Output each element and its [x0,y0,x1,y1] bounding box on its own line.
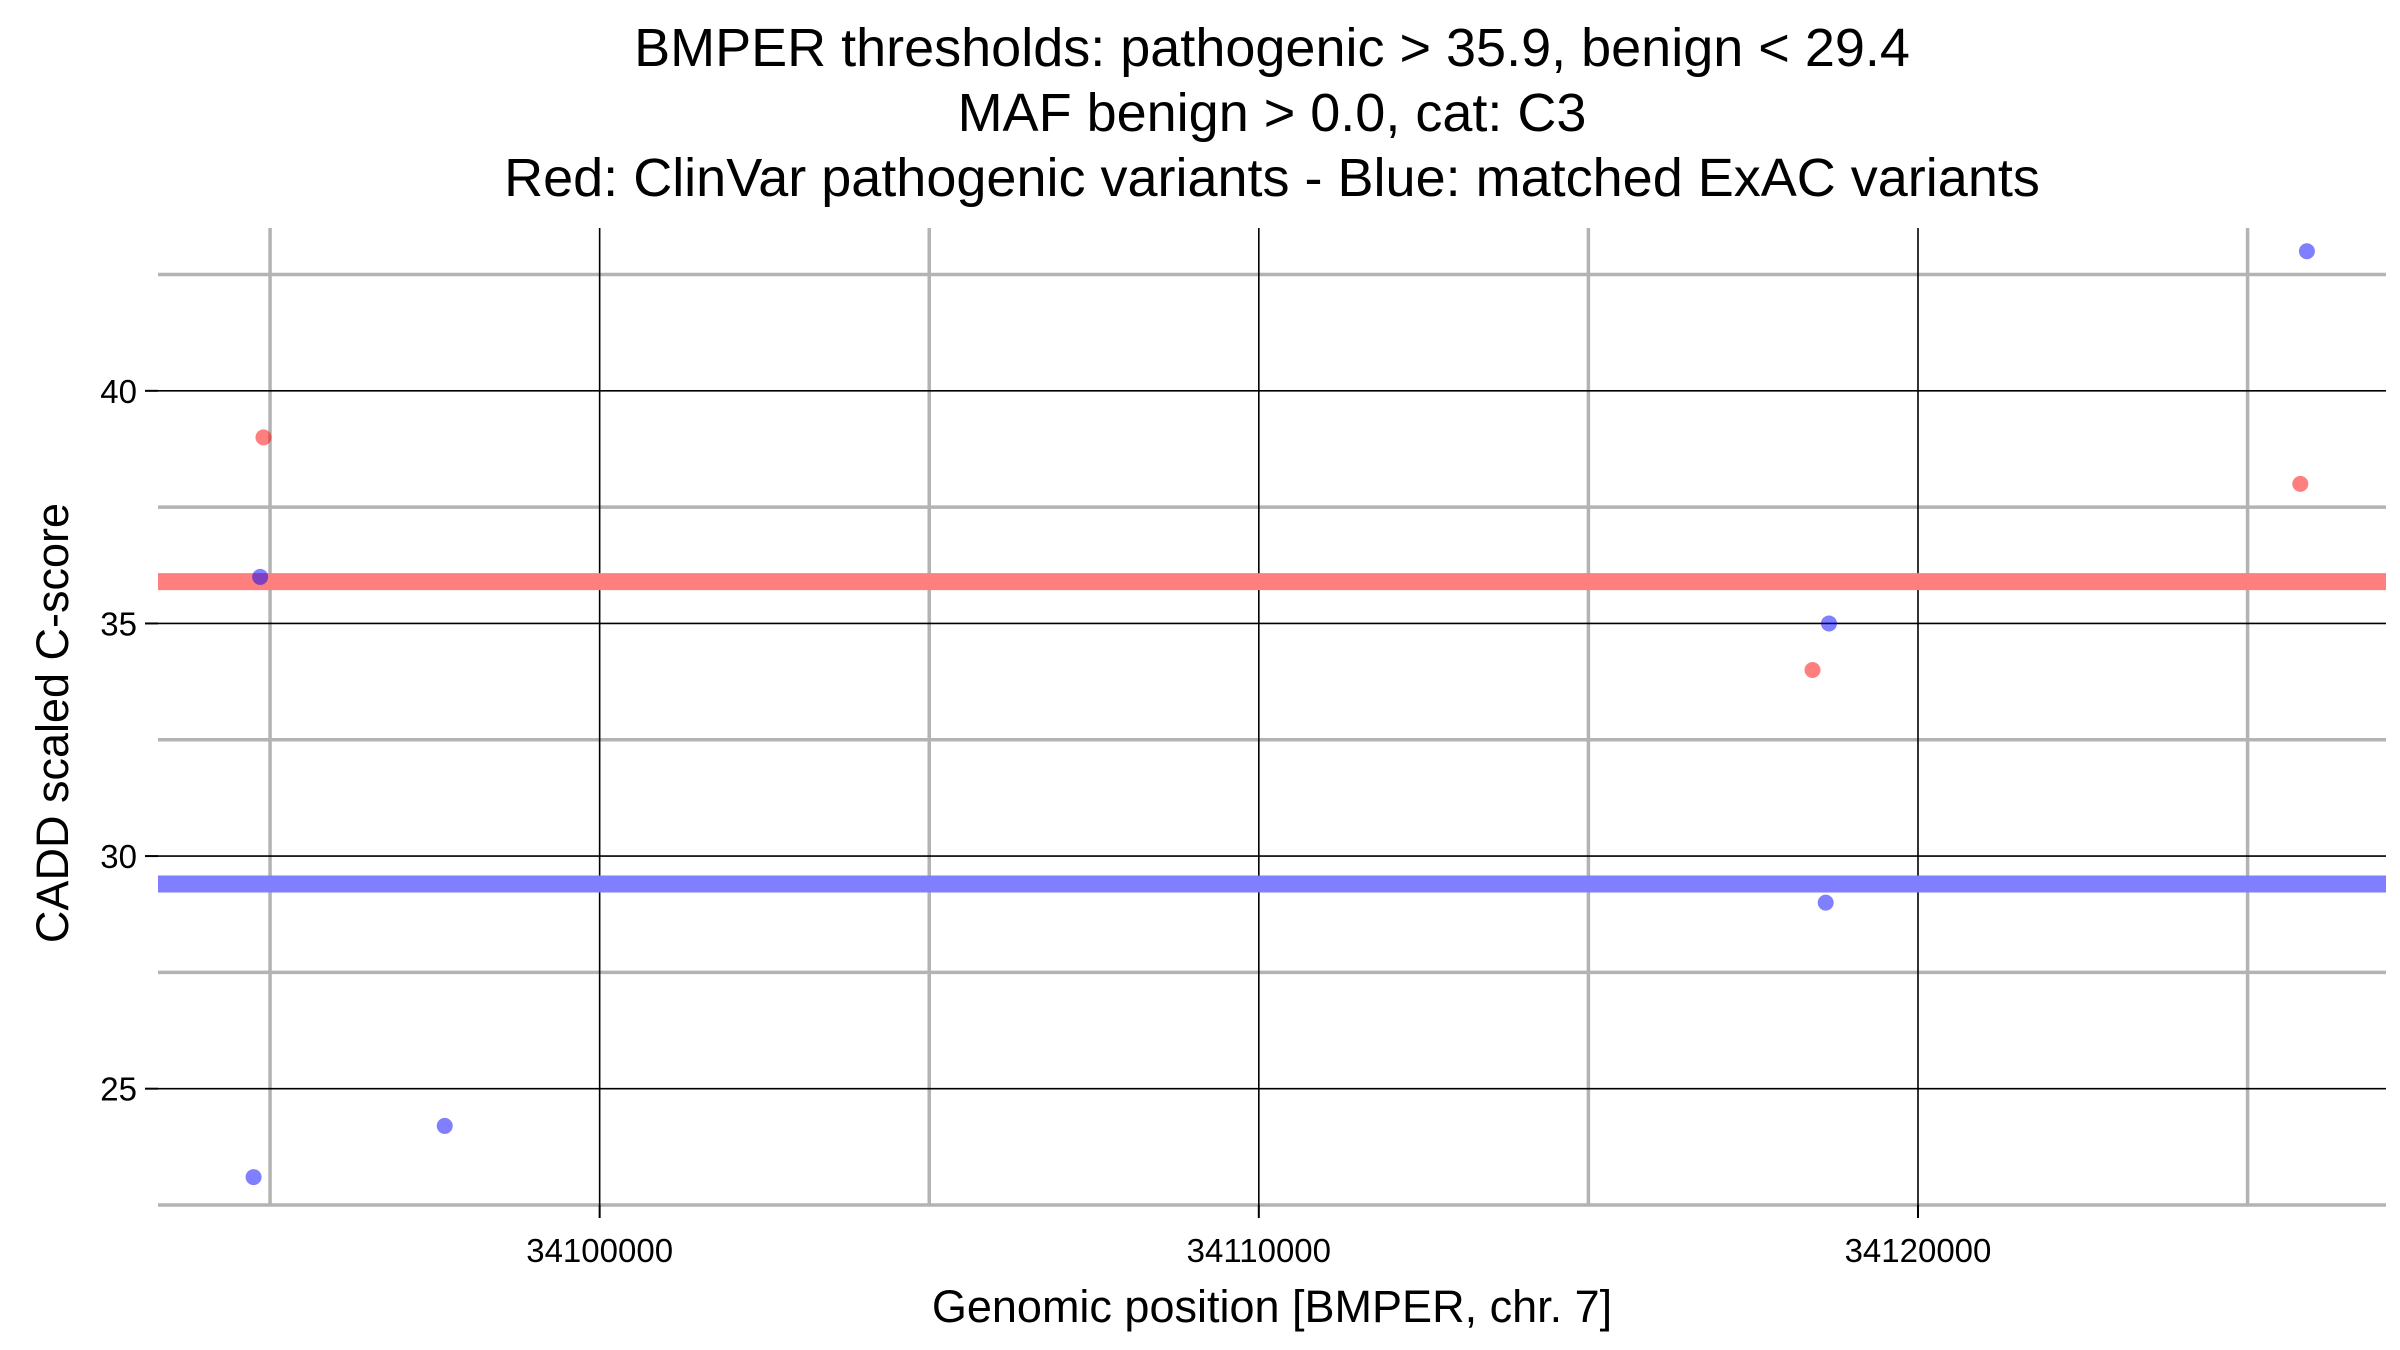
y-tick-label-2: 35 [100,605,137,642]
y-tick-label-3: 40 [100,373,137,410]
x-axis-ticks: 34100000 34110000 34120000 [526,1205,1991,1269]
exac-point-1 [245,1169,262,1186]
threshold-lines [158,573,2386,893]
y-axis-title: CADD scaled C-score [27,503,78,943]
y-tick-label-1: 30 [100,838,137,875]
chart-title: BMPER thresholds: pathogenic > 35.9, ben… [504,18,2040,208]
exac-point-3 [1821,615,1837,632]
clinvar-point-1 [1804,661,1821,678]
x-tick-label-0: 34100000 [526,1232,673,1269]
exac-point-5 [2298,243,2315,260]
clinvar-point-2 [2292,475,2309,492]
major-grid [158,228,2386,1205]
exac-point-0 [252,568,269,585]
title-line-2: MAF benign > 0.0, cat: C3 [958,83,1587,143]
x-tick-label-2: 34120000 [1845,1232,1992,1269]
title-line-1: BMPER thresholds: pathogenic > 35.9, ben… [634,18,1910,78]
exac-point-4 [1817,894,1834,911]
x-axis-title: Genomic position [BMPER, chr. 7] [932,1281,1612,1332]
y-tick-label-0: 25 [100,1071,137,1108]
clinvar-point-0 [255,429,272,446]
data-points [245,243,2315,1186]
x-tick-label-1: 34110000 [1187,1232,1331,1269]
minor-grid [158,228,2386,1207]
y-axis-ticks: 25 30 35 40 [100,373,158,1108]
title-line-3: Red: ClinVar pathogenic variants - Blue:… [504,148,2040,208]
exac-point-2 [436,1117,453,1134]
